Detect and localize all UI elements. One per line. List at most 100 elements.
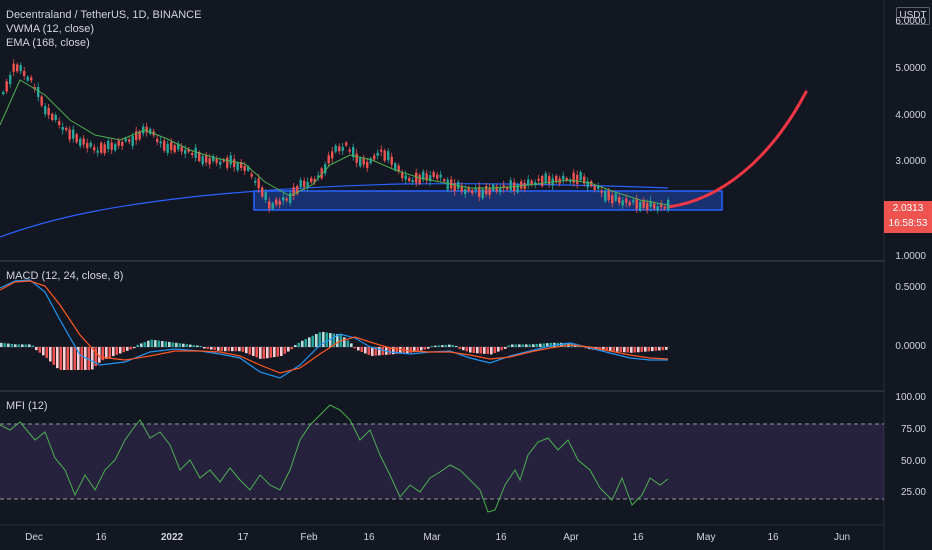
mfi-tick: 100.00 <box>895 392 926 403</box>
candle-body <box>96 150 99 153</box>
mfi-line[interactable] <box>0 404 669 513</box>
macd-histogram-bar <box>483 347 486 354</box>
macd-histogram-bar <box>381 347 385 356</box>
macd-histogram-bar <box>647 347 651 352</box>
candle-body <box>145 126 148 133</box>
candle-body <box>660 204 663 208</box>
macd-histogram-bar <box>84 347 87 370</box>
macd-histogram-bar <box>196 345 199 347</box>
macd-histogram-bar <box>24 344 28 347</box>
candle-body <box>324 164 327 174</box>
macd-histogram-bar <box>7 343 10 347</box>
macd-histogram-bar <box>294 345 297 347</box>
candle-body <box>68 129 71 140</box>
macd-histogram-bar <box>665 347 668 350</box>
candle-body <box>642 199 645 208</box>
mfi-legend: MFI (12) <box>6 399 48 413</box>
macd-histogram-bar <box>136 344 140 347</box>
candle-body <box>226 157 229 168</box>
macd-histogram-bar <box>637 347 640 353</box>
macd-histogram-bar <box>77 347 80 370</box>
macd-histogram-bar <box>388 347 392 355</box>
candle-body <box>2 92 5 94</box>
candle-body <box>355 153 358 163</box>
macd-tick: 0.0000 <box>895 341 926 352</box>
macd-histogram-bar <box>476 347 479 354</box>
support-zone-rectangle[interactable] <box>253 190 723 211</box>
price-tick: 4.0000 <box>895 110 926 121</box>
candle-body <box>138 131 141 140</box>
candle-body <box>208 158 211 165</box>
candle-body <box>187 148 190 152</box>
macd-histogram-bar <box>297 342 301 347</box>
macd-histogram-bar <box>224 347 227 352</box>
candle-body <box>184 149 187 154</box>
macd-histogram-bar <box>367 347 371 355</box>
macd-line[interactable] <box>0 279 668 379</box>
macd-histogram-bar <box>444 344 448 347</box>
candle-body <box>240 162 243 168</box>
candle-body <box>30 77 33 81</box>
currency-button[interactable]: USDT <box>896 7 930 25</box>
time-tick: Feb <box>300 532 318 543</box>
ema-legend[interactable]: EMA (168, close) <box>6 37 90 49</box>
macd-histogram-bar <box>325 332 329 347</box>
macd-histogram-bar <box>616 347 619 352</box>
countdown-value: 16:58:53 <box>888 218 928 229</box>
candle-body <box>474 188 477 191</box>
candle-body <box>243 165 246 171</box>
candle-body <box>548 176 551 184</box>
mfi-title[interactable]: MFI (12) <box>6 400 48 412</box>
macd-histogram-bar <box>535 343 539 347</box>
macd-histogram-bar <box>182 343 185 347</box>
mfi-overbought-band <box>0 424 884 499</box>
candle-body <box>544 173 547 183</box>
macd-histogram-bar <box>157 340 161 347</box>
macd-histogram-bar <box>108 347 112 358</box>
time-tick: 16 <box>363 532 375 543</box>
macd-histogram-bar <box>360 347 364 352</box>
time-tick: 17 <box>237 532 249 543</box>
macd-histogram-bar <box>490 347 493 355</box>
macd-histogram-bar <box>3 343 7 347</box>
macd-signal-line[interactable] <box>0 280 669 374</box>
macd-histogram-bar <box>276 347 280 357</box>
candle-body <box>117 140 120 146</box>
candle-body <box>292 187 295 196</box>
macd-histogram-bar <box>542 343 546 347</box>
macd-histogram-bar <box>52 347 56 365</box>
candle-body <box>278 200 281 205</box>
candle-body <box>285 198 288 201</box>
vwma-legend[interactable]: VWMA (12, close) <box>6 23 95 35</box>
time-tick: 16 <box>767 532 779 543</box>
macd-histogram-bar <box>311 335 315 347</box>
vwma-line[interactable] <box>0 79 669 206</box>
candle-body <box>16 64 19 72</box>
symbol-title[interactable]: Decentraland / TetherUS, 1D, BINANCE <box>6 9 202 21</box>
candle-body <box>37 87 40 97</box>
macd-histogram-bar <box>511 344 514 347</box>
candle-body <box>471 190 474 194</box>
candle-body <box>271 202 274 209</box>
macd-histogram-bar <box>609 347 612 352</box>
candle-body <box>373 155 376 160</box>
macd-histogram-bar <box>56 347 59 369</box>
macd-histogram-bar <box>301 340 304 347</box>
projection-curve[interactable] <box>666 90 808 209</box>
candle-body <box>257 178 260 189</box>
candle-body <box>604 191 607 201</box>
candle-body <box>124 138 127 142</box>
macd-histogram-bar <box>192 345 196 347</box>
macd-histogram-bar <box>115 347 119 355</box>
macd-histogram-bar <box>462 347 465 351</box>
candle-body <box>261 187 264 197</box>
candle-body <box>177 143 180 150</box>
macd-histogram-bar <box>322 331 325 347</box>
macd-title[interactable]: MACD (12, 24, close, 8) <box>6 270 124 282</box>
candle-body <box>44 106 47 114</box>
macd-histogram-bar <box>500 347 504 351</box>
macd-histogram-bar <box>63 347 66 370</box>
macd-histogram-bar <box>539 343 542 347</box>
macd-histogram-bar <box>231 347 234 352</box>
